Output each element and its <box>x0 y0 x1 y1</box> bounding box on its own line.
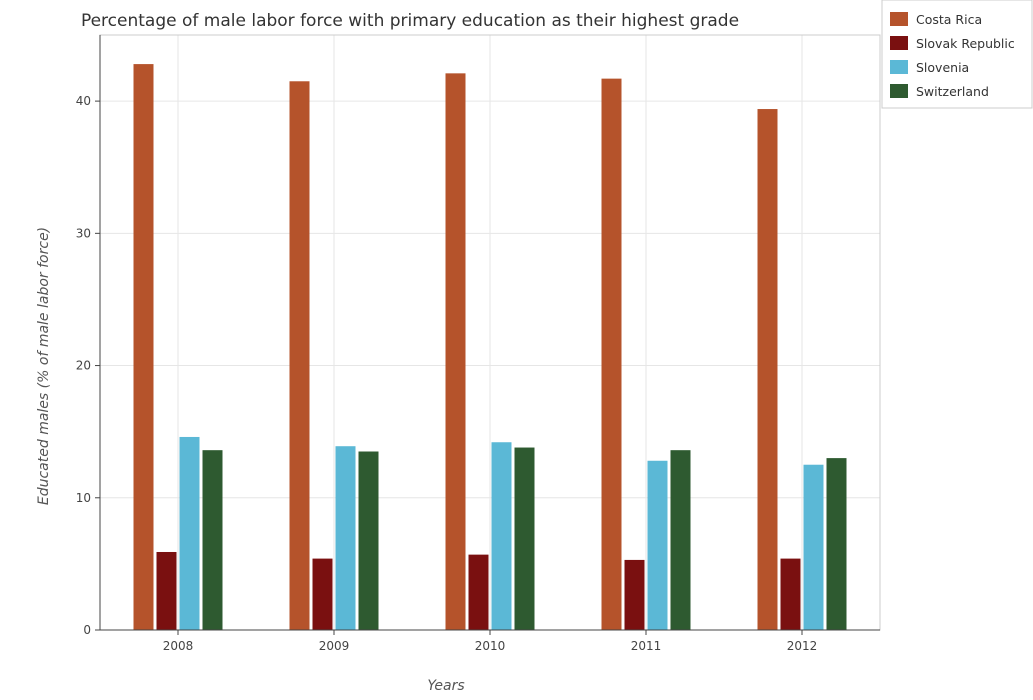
bar <box>312 558 333 630</box>
bar <box>133 64 154 631</box>
legend-label: Slovenia <box>916 60 969 75</box>
legend-label: Costa Rica <box>916 12 982 27</box>
bar <box>757 109 778 631</box>
bar <box>514 447 535 630</box>
y-axis-label: Educated males (% of male labor force) <box>36 227 52 505</box>
bar <box>445 73 466 631</box>
legend: Costa Rica Slovak Republic Slovenia Switzer… <box>881 0 1033 109</box>
bar <box>670 450 691 630</box>
chart-title: Percentage of male labor force with prim… <box>81 11 739 31</box>
x-tick-label: 2012 <box>787 639 818 653</box>
bar <box>601 78 622 631</box>
y-tick-label: 0 <box>83 623 91 637</box>
bar <box>491 442 512 630</box>
bar <box>826 458 847 630</box>
bar <box>647 460 668 630</box>
legend-label: Switzerland <box>916 84 989 99</box>
x-tick-label: 2009 <box>319 639 350 653</box>
bar <box>468 554 489 630</box>
bar <box>202 450 223 630</box>
x-axis-label: Years <box>427 678 464 694</box>
legend-swatch <box>890 36 908 50</box>
y-tick-label: 40 <box>76 94 91 108</box>
bar <box>780 558 801 630</box>
bar <box>289 81 310 631</box>
bars <box>133 64 847 631</box>
legend-swatch <box>890 84 908 98</box>
bar <box>156 551 177 630</box>
x-tick-label: 2011 <box>631 639 662 653</box>
legend-label: Slovak Republic <box>916 36 1015 51</box>
bar <box>624 559 645 630</box>
bar <box>335 446 356 630</box>
x-tick-label: 2010 <box>475 639 506 653</box>
bar <box>179 436 200 630</box>
y-tick-label: 10 <box>76 491 91 505</box>
bar <box>358 451 379 630</box>
legend-swatch <box>890 60 908 74</box>
x-tick-label: 2008 <box>163 639 194 653</box>
y-tick-label: 20 <box>76 359 91 373</box>
y-tick-label: 30 <box>76 226 91 240</box>
bar <box>803 464 824 630</box>
axes: 0 10 20 30 40 2008 2009 2010 2011 2012 <box>76 34 881 653</box>
legend-swatch <box>890 12 908 26</box>
